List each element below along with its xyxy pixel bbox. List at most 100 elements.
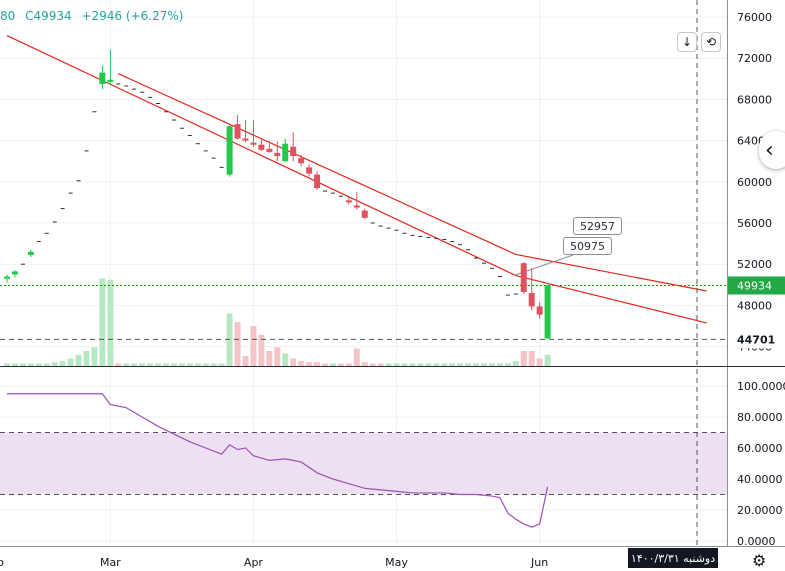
volume-bar [369,363,376,366]
volume-bar [170,363,177,366]
volume-bar [147,363,154,366]
chevron-left-icon: ‹ [765,137,774,163]
candle-body [11,271,18,275]
volume-bar [234,322,241,366]
last-price-label: 49934 [737,279,772,292]
volume-bar [520,351,527,366]
volume-bar [322,363,328,366]
volume-bar [314,362,321,366]
volume-bar [377,363,384,366]
candle-body [242,138,249,141]
candle-body [274,152,281,157]
price-tick-label: 48000 [737,299,772,312]
candle-body [99,72,106,84]
volume-bar [107,279,114,366]
close-value: C49934 [25,9,72,23]
volume-bar [465,363,472,366]
volume-bar [361,362,368,366]
volume-bar [27,363,34,366]
rsi-tick-label: 100.0000 [737,380,785,393]
volume-bar [393,363,400,366]
candle-body [266,148,273,152]
trendline [118,73,707,292]
volume-bar [202,363,209,366]
candle-body [250,142,257,145]
refresh-icon[interactable]: ⟲ [701,32,721,52]
volume-bar [337,363,344,366]
ticker-header: 80 C49934 +2946 (+6.27%) [0,9,189,23]
volume-bar [449,363,456,366]
volume-bar [75,354,82,366]
volume-bars [4,278,551,366]
volume-bar [35,363,42,366]
candle-body [282,143,289,162]
volume-bar [258,334,265,366]
time-tick-label: Apr [244,556,264,569]
trendline [6,34,707,324]
price-tick-label: 52000 [737,258,772,271]
volume-bar [59,361,66,366]
crosshair-date-badge: دوشنبه ۱۴۰۰/۳/۳۱ [628,548,718,568]
volume-bar [123,363,130,366]
candle-body [234,124,241,139]
rsi-tick-label: 40.0000 [737,473,783,486]
volume-bar [496,363,503,366]
rsi-tick-label: 0.0000 [737,535,776,548]
candle-body [314,174,321,188]
volume-bar [11,363,18,366]
volume-bar [512,361,519,366]
volume-bar [51,362,58,366]
volume-bar [409,363,416,366]
volume-bar [43,363,50,366]
candle-body [528,293,535,307]
rsi-tick-label: 20.0000 [737,504,783,517]
volume-bar [385,363,392,366]
volume-bar [290,358,297,366]
marker-label: 44701 [737,333,775,346]
change-value: +2946 (+6.27%) [81,9,184,23]
candlesticks [4,49,551,340]
volume-bar [441,363,448,366]
price-tick-label: 72000 [737,52,772,65]
volume-bar [250,326,257,366]
symbol-fragment: 80 [0,9,16,23]
volume-bar [401,363,408,366]
price-tick-label: 76000 [737,11,772,24]
trendline-callout-upper: 52957 [573,217,622,235]
volume-bar [155,363,162,366]
volume-bar [282,353,289,366]
volume-bar [4,363,10,366]
volume-bar [345,363,352,366]
candle-body [226,126,233,175]
volume-bar [139,363,146,366]
last-price-label-bg [728,276,785,295]
volume-bar [528,351,535,366]
side-collapse-icon[interactable]: ‹ [759,131,785,169]
volume-bar [242,356,249,366]
candle-body [544,285,551,339]
volume-bar [186,363,193,366]
volume-bar [266,351,273,366]
volume-bar [194,363,201,366]
candle-body [290,146,297,157]
volume-bar [536,358,543,366]
time-tick-label: Mar [100,556,121,569]
volume-bar [417,363,424,366]
rsi-tick-label: 80.0000 [737,411,783,424]
volume-bar [298,361,305,366]
trendline-callout-lower: 50975 [563,237,612,255]
candle-body [27,251,34,255]
time-tick-label: Feb [0,556,4,569]
volume-bar [115,363,122,366]
rsi-band-fill [0,432,727,495]
volume-bar [163,363,169,366]
download-icon[interactable]: ↓ [677,32,697,52]
candle-body [4,276,10,279]
gear-icon[interactable]: ⚙ [752,551,767,570]
time-tick-label: Jun [530,556,548,569]
price-tick-label: 60000 [737,176,772,189]
volume-bar [329,363,336,366]
volume-bar [425,363,432,366]
candle-body [345,200,352,203]
